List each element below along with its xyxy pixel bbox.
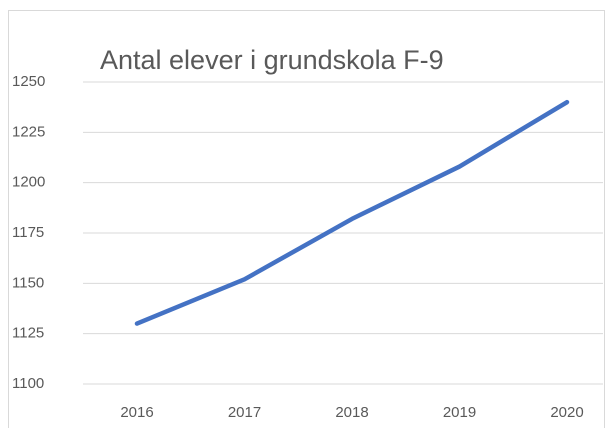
y-tick-label: 1200 bbox=[12, 174, 45, 191]
x-tick-label: 2018 bbox=[335, 404, 368, 421]
y-tick-label: 1225 bbox=[12, 123, 45, 140]
x-tick-label: 2020 bbox=[550, 404, 583, 421]
chart-title: Antal elever i grundskola F-9 bbox=[100, 45, 444, 75]
y-tick-label: 1125 bbox=[12, 325, 44, 342]
x-tick-label: 2019 bbox=[443, 404, 476, 421]
y-tick-label: 1175 bbox=[12, 224, 44, 241]
y-tick-label: 1250 bbox=[12, 73, 45, 90]
x-tick-label: 2017 bbox=[228, 404, 261, 421]
x-tick-label: 2016 bbox=[120, 404, 153, 421]
y-tick-label: 1150 bbox=[12, 274, 44, 291]
chart-frame bbox=[8, 10, 605, 428]
y-tick-label: 1100 bbox=[12, 375, 44, 392]
data-line bbox=[134, 99, 570, 326]
